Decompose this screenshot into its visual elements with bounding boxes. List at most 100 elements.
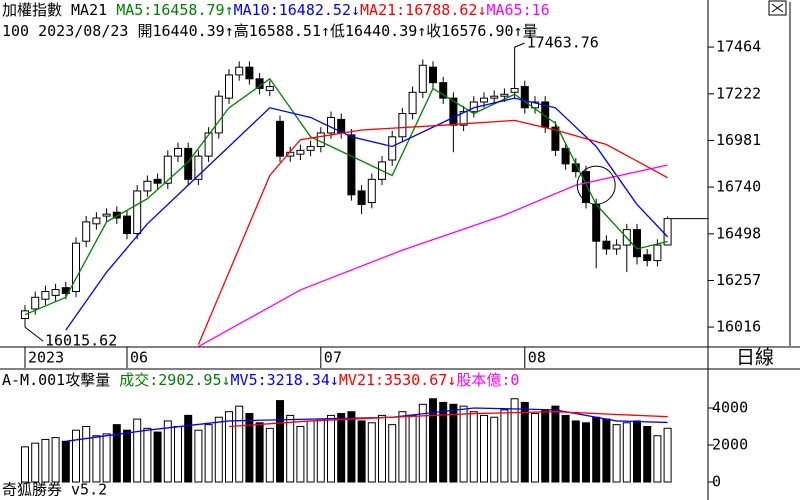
indicator-label: MA5:16458.79 [116, 1, 225, 19]
candle-body [316, 132, 325, 147]
footer: 奇狐勝券 v5.2 [2, 481, 107, 499]
candle-body [112, 211, 121, 219]
volume-bar [102, 433, 111, 483]
candle-body [153, 178, 162, 184]
volume-bar [480, 414, 488, 483]
candle-body [418, 64, 427, 93]
candle-body [663, 218, 672, 246]
volume-bar [439, 401, 448, 483]
volume-bar [388, 424, 397, 483]
volume-bar [633, 420, 641, 483]
volume-bar [306, 420, 315, 483]
indicator-label: MA10:16482.52 [233, 1, 351, 19]
volume-bar [582, 422, 590, 483]
indicator-line [24, 77, 668, 316]
volume-bar [357, 420, 366, 483]
candle-body [184, 147, 193, 180]
volume-bar [163, 420, 172, 483]
volume-bar [367, 422, 376, 483]
volume-header: A-M.001攻擊量 成交:2902.95↓MV5:3218.34↓MV21:3… [2, 370, 708, 390]
candle-body [388, 136, 397, 161]
indicator-label: 成交:2902.95 [119, 371, 222, 389]
volume-bar [408, 414, 417, 483]
candle-body [347, 134, 356, 196]
volume-bar [123, 429, 131, 483]
candle-body [551, 126, 560, 151]
title: 加權指數 MA21 [2, 1, 108, 19]
candle-body [449, 97, 458, 126]
candle-body [510, 87, 519, 93]
candle-body [143, 180, 152, 192]
volume-bar [184, 414, 193, 483]
volume-bar [296, 426, 305, 483]
candle-body [306, 145, 315, 151]
y-tick-label: 16740 [716, 178, 761, 196]
candle-body [21, 310, 29, 320]
volume-bar [612, 424, 621, 483]
candle-body [327, 116, 335, 134]
candle-body [408, 91, 417, 115]
candle-body [531, 101, 539, 109]
close-icon [771, 3, 784, 13]
candle-body [653, 244, 662, 262]
candle-body [592, 203, 601, 242]
volume-bar [449, 403, 458, 483]
volume-bar [72, 429, 80, 483]
candle-body [102, 213, 111, 217]
indicator-arrow: ↑ [224, 1, 234, 19]
volume-bar [61, 440, 70, 483]
y-tick-label: 17464 [716, 38, 761, 56]
candle-body [490, 95, 499, 99]
candle-body [459, 111, 468, 126]
volume-bar [347, 411, 356, 483]
y-tick-label: 0 [712, 473, 721, 491]
volume-bar [133, 418, 142, 483]
x-tick-label: 08 [528, 349, 546, 367]
volume-bar [255, 422, 264, 483]
volume-bar [418, 403, 427, 483]
highlight-circle [576, 165, 616, 205]
candle-body [296, 149, 305, 155]
volume-bar [500, 409, 509, 483]
volume-bar [571, 420, 580, 483]
leader [514, 42, 525, 48]
candle-body [633, 229, 641, 258]
candle-body [429, 66, 437, 84]
candle-body [500, 93, 509, 97]
volume-bar [51, 437, 60, 483]
volume-title: A-M.001攻擊量 [2, 371, 111, 389]
candle-body [82, 221, 91, 242]
volume-bar [194, 429, 203, 483]
candle-body [602, 240, 611, 250]
volume-bar [459, 405, 468, 483]
candle-body [214, 95, 223, 134]
y-tick-label: 16498 [716, 224, 761, 242]
candle-body [194, 155, 203, 180]
candle-body [123, 215, 131, 234]
candle-body [276, 120, 284, 157]
candle-body [612, 244, 621, 250]
y-tick-label: 2000 [712, 436, 748, 454]
candle-body [643, 254, 652, 262]
volume-bar [235, 405, 244, 483]
volume-bar [643, 426, 652, 483]
indicator-arrow: ↓ [221, 371, 231, 389]
leader [24, 326, 44, 342]
volume-bar [316, 418, 325, 483]
x-tick-label: 06 [130, 349, 148, 367]
volume-bar [265, 427, 274, 483]
candle-body [31, 296, 40, 310]
y-tick-label: 16016 [716, 318, 761, 336]
volume-bar [214, 416, 223, 483]
candle-body [163, 155, 172, 184]
volume-bar [276, 400, 284, 483]
volume-bar [622, 422, 631, 483]
indicator-label: MA65:16 [486, 1, 550, 19]
candle-body [561, 147, 570, 165]
y-tick-label: 16257 [716, 271, 761, 289]
volume-bar [561, 414, 570, 483]
candle-body [235, 66, 244, 76]
header-line: 加權指數 MA21 MA5:16458.79↑MA10:16482.52↓MA2… [2, 0, 708, 20]
volume-bar [245, 413, 254, 483]
